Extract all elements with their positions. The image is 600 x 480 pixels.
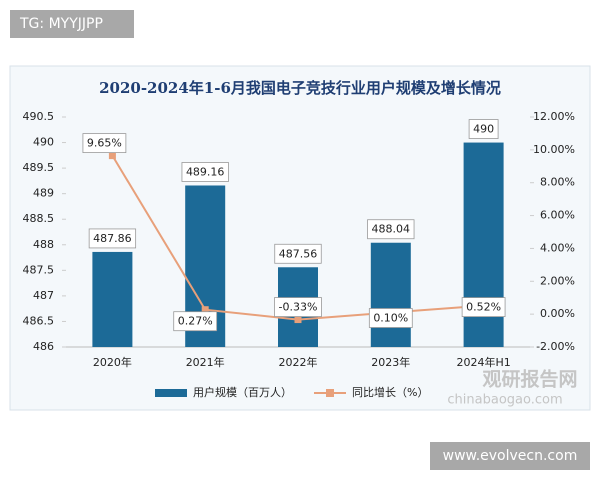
- y2-tick-label: 4.00%: [540, 241, 575, 254]
- x-tick-label: 2024年H1: [456, 355, 510, 369]
- x-tick-label: 2020年: [93, 355, 132, 369]
- line-marker: [108, 152, 116, 160]
- y-tick-label: 487.5: [23, 263, 55, 276]
- y2-tick-label: 8.00%: [540, 176, 575, 189]
- y-tick-label: 488.5: [23, 212, 55, 225]
- y2-tick-label: -2.00%: [536, 340, 575, 353]
- bar-value-label: 489.16: [186, 165, 225, 178]
- badge: [430, 442, 590, 470]
- y-tick-label: 489: [33, 187, 54, 200]
- line-value-label: 0.10%: [373, 312, 408, 325]
- line-value-label-box: [173, 311, 218, 332]
- line-marker: [294, 316, 302, 324]
- watermark: chinabaogao.com: [447, 393, 562, 408]
- legend-swatch: [326, 389, 334, 397]
- bar-value-label-box: [367, 219, 415, 240]
- x-tick-label: 2021年: [186, 355, 225, 369]
- y2-tick-label: 10.00%: [533, 143, 575, 156]
- bar-value-label: 487.56: [279, 247, 318, 260]
- legend-label: 同比增长（%）: [352, 385, 428, 399]
- x-tick-label: 2023年: [371, 355, 410, 369]
- bar: [92, 251, 133, 347]
- legend-label: 用户规模（百万人）: [193, 385, 292, 399]
- line-value-label: 0.52%: [466, 301, 501, 314]
- line-value-label-box: [461, 297, 506, 318]
- y-tick-label: 486: [33, 340, 54, 353]
- y2-tick-label: 2.00%: [540, 274, 575, 287]
- line-value-label-box: [82, 133, 127, 154]
- line-value-label-box: [368, 308, 413, 328]
- y-tick-label: 486.5: [23, 314, 55, 327]
- chart-title: 2020-2024年1-6月我国电子竞技行业用户规模及增长情况: [99, 79, 501, 97]
- legend-swatch: [155, 389, 187, 397]
- bar-value-label: 488.04: [372, 223, 411, 236]
- x-tick-label: 2022年: [279, 355, 318, 369]
- badge-text: TG: MYYJJPP: [19, 16, 103, 32]
- y-tick-label: 490: [33, 136, 54, 149]
- watermark: 观研报告网: [482, 368, 577, 391]
- y-tick-label: 489.5: [23, 161, 55, 174]
- bar-value-label-box: [468, 119, 499, 139]
- y2-tick-label: 0.00%: [540, 307, 575, 320]
- badge-text: www.evolvecn.com: [443, 448, 578, 464]
- y2-tick-label: 12.00%: [533, 110, 575, 123]
- y-tick-label: 487: [33, 289, 54, 302]
- y-tick-label: 488: [33, 238, 54, 251]
- bar: [370, 242, 411, 347]
- bar-value-label: 487.86: [93, 232, 132, 245]
- bar-value-label-box: [88, 228, 137, 249]
- line-value-label-box: [274, 297, 322, 317]
- line-value-label: 9.65%: [87, 137, 122, 150]
- line-value-label: -0.33%: [279, 301, 318, 314]
- bar-value-label-box: [274, 243, 322, 264]
- bar-value-label: 490: [473, 123, 494, 136]
- line-value-label: 0.27%: [178, 315, 213, 328]
- badge: [10, 10, 134, 38]
- y2-tick-label: 6.00%: [540, 209, 575, 222]
- y-tick-label: 490.5: [23, 110, 55, 123]
- bar-value-label-box: [181, 162, 229, 182]
- line-marker: [201, 306, 209, 314]
